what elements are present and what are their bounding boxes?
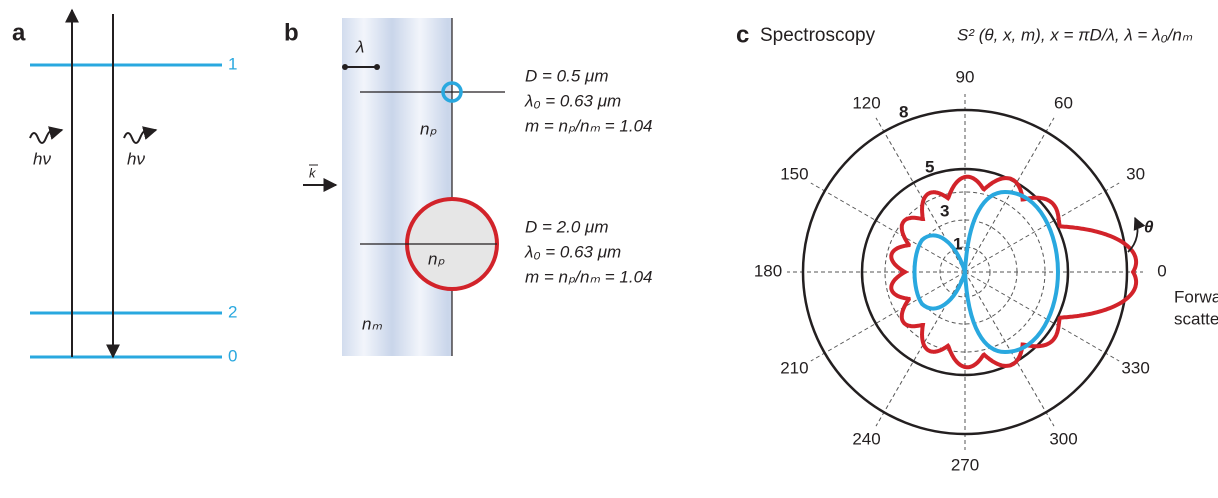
angle-label: 60: [1054, 93, 1073, 112]
angle-label: 0: [1157, 261, 1166, 280]
panel-b: b λ nₚ D = 0.5 μm λ₀ = 0.63 μm m = nₚ/nₘ…: [284, 18, 653, 356]
photon-label: hν: [33, 149, 51, 168]
param-text: m = nₚ/nₘ = 1.04: [525, 267, 653, 286]
particle-label: nₚ: [428, 249, 445, 268]
photon-icon: [124, 130, 156, 143]
spoke: [965, 118, 1054, 272]
dot: [374, 64, 380, 70]
panel-a: a 1 2 0 hν hν: [12, 10, 237, 365]
radial-label: 3: [940, 201, 949, 220]
particle-label: nₚ: [420, 119, 437, 138]
spoke: [965, 272, 1054, 426]
param-text: λ₀ = 0.63 μm: [524, 91, 621, 110]
photon-label: hν: [127, 149, 145, 168]
angle-label: 240: [852, 429, 880, 448]
level-label: 2: [228, 302, 237, 321]
angle-label: 180: [754, 261, 782, 280]
angle-label: 210: [780, 358, 808, 377]
angle-label: 270: [951, 455, 979, 474]
formula: S² (θ, x, m), x = πD/λ, λ = λ₀/nₘ: [957, 25, 1193, 44]
radial-label: 5: [925, 157, 934, 176]
angle-label: 90: [956, 67, 975, 86]
medium-label: nₘ: [362, 314, 382, 333]
panel-title: Spectroscopy: [760, 25, 876, 46]
angle-label: 120: [852, 93, 880, 112]
forward-label: Forward: [1174, 287, 1218, 306]
panel-c: c Spectroscopy S² (θ, x, m), x = πD/λ, λ…: [736, 21, 1218, 474]
angle-label: 150: [780, 164, 808, 183]
panel-label: a: [12, 19, 26, 46]
wave-vector-label: k: [309, 165, 317, 180]
direction-label: θ: [1144, 217, 1154, 236]
angle-label: 30: [1126, 164, 1145, 183]
forward-label: scatter: [1174, 309, 1218, 328]
angle-label: 330: [1121, 358, 1149, 377]
angle-label: 300: [1049, 429, 1077, 448]
panel-label: b: [284, 19, 299, 46]
param-text: m = nₚ/nₘ = 1.04: [525, 116, 653, 135]
param-text: D = 0.5 μm: [525, 66, 608, 85]
wave-field: [342, 18, 452, 356]
param-text: λ₀ = 0.63 μm: [524, 242, 621, 261]
radial-label: 8: [899, 102, 908, 121]
panel-label: c: [736, 21, 749, 48]
level-label: 0: [228, 346, 237, 365]
photon-icon: [30, 130, 62, 143]
param-text: D = 2.0 μm: [525, 217, 608, 236]
level-label: 1: [228, 54, 237, 73]
wavelength-symbol: λ: [355, 37, 364, 56]
dot: [342, 64, 348, 70]
figure: a 1 2 0 hν hν b λ nₚ D = 0.5 μm λ₀ = 0.6…: [0, 0, 1218, 498]
